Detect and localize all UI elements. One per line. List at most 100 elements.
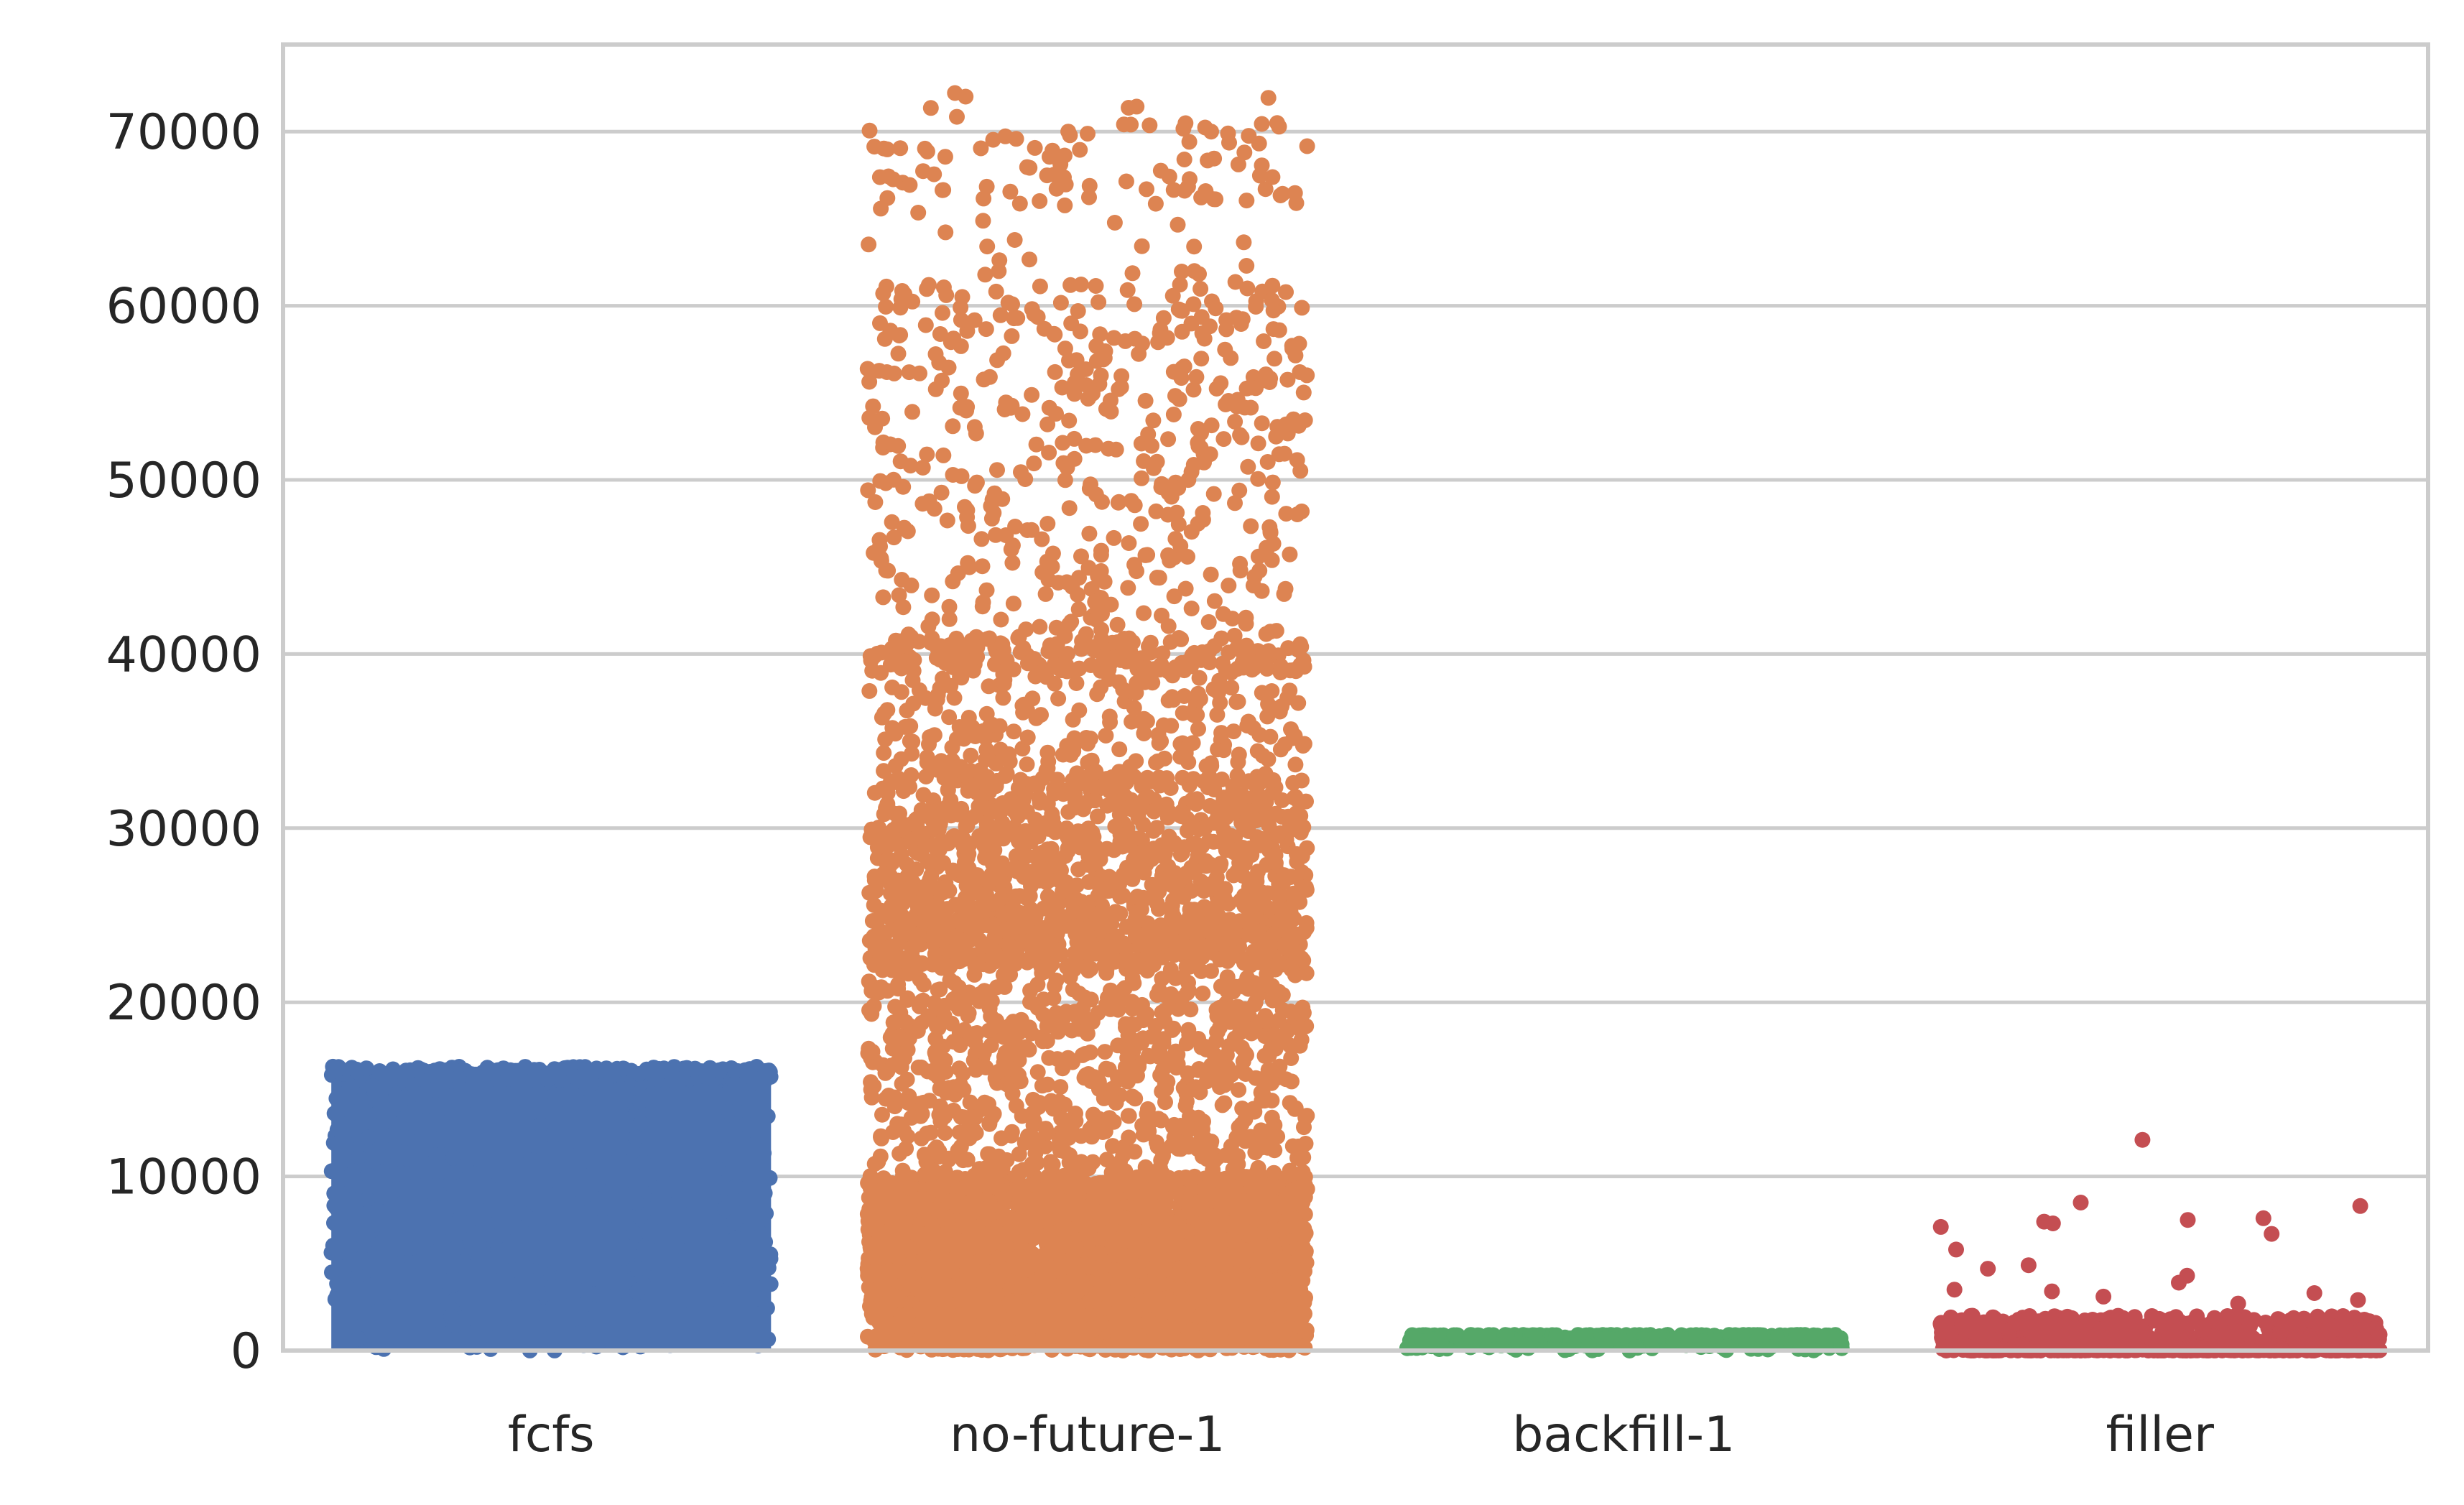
point-fcfs <box>727 1062 744 1079</box>
point-no-future-1 <box>937 1125 953 1142</box>
point-fcfs <box>402 1062 419 1078</box>
point-fcfs <box>326 1105 343 1121</box>
point-no-future-1 <box>1205 1244 1222 1260</box>
point-no-future-1 <box>955 1180 971 1197</box>
point-fcfs <box>347 1213 363 1230</box>
point-no-future-1 <box>1282 1095 1298 1111</box>
point-no-future-1 <box>924 1307 940 1324</box>
point-fcfs <box>506 1071 522 1088</box>
point-fcfs <box>406 1294 422 1310</box>
point-fcfs <box>550 1238 567 1254</box>
point-no-future-1 <box>1117 1210 1133 1227</box>
point-no-future-1 <box>1029 1278 1046 1295</box>
point-no-future-1 <box>1111 1246 1127 1263</box>
point-no-future-1 <box>1044 1297 1060 1313</box>
point-no-future-1 <box>988 979 1005 996</box>
point-fcfs <box>707 1210 723 1227</box>
point-fcfs <box>395 1166 412 1182</box>
point-fcfs <box>721 1103 737 1120</box>
point-no-future-1 <box>1041 1011 1057 1028</box>
point-fcfs <box>674 1252 690 1269</box>
point-no-future-1 <box>864 1044 881 1060</box>
point-fcfs <box>442 1175 458 1192</box>
point-no-future-1 <box>951 1060 968 1077</box>
point-fcfs <box>541 1330 557 1347</box>
point-fcfs <box>728 1119 744 1135</box>
point-no-future-1 <box>863 1006 880 1022</box>
point-fcfs <box>651 1185 667 1201</box>
point-no-future-1 <box>1183 1121 1199 1137</box>
point-no-future-1 <box>921 1093 937 1109</box>
point-fcfs <box>384 1317 399 1333</box>
point-fcfs <box>425 1294 441 1310</box>
point-no-future-1 <box>1202 1306 1218 1323</box>
point-fcfs <box>662 1277 679 1293</box>
point-no-future-1 <box>1262 1041 1279 1057</box>
point-no-future-1 <box>947 1236 963 1253</box>
point-no-future-1 <box>1136 1008 1153 1024</box>
point-no-future-1 <box>1264 1075 1280 1091</box>
point-fcfs <box>356 1230 372 1246</box>
point-no-future-1 <box>1231 1082 1247 1098</box>
point-no-future-1 <box>1057 1296 1073 1312</box>
point-no-future-1 <box>899 1094 916 1111</box>
point-fcfs <box>736 1090 753 1106</box>
point-fcfs <box>618 1091 634 1108</box>
point-no-future-1 <box>1190 1254 1207 1270</box>
point-no-future-1 <box>1034 1078 1050 1094</box>
point-no-future-1 <box>1170 1047 1186 1062</box>
point-no-future-1 <box>1135 1277 1152 1294</box>
point-no-future-1 <box>1290 1306 1307 1323</box>
point-no-future-1 <box>1266 1236 1282 1252</box>
point-no-future-1 <box>1014 1277 1031 1293</box>
point-fcfs <box>630 1261 646 1277</box>
point-fcfs <box>662 1143 679 1159</box>
point-no-future-1 <box>999 1208 1015 1225</box>
point-no-future-1 <box>1139 1242 1154 1259</box>
point-no-future-1 <box>1275 1279 1292 1296</box>
point-no-future-1 <box>981 1096 996 1112</box>
point-no-future-1 <box>1246 1252 1262 1269</box>
point-no-future-1 <box>961 1130 978 1147</box>
point-no-future-1 <box>953 1077 968 1093</box>
point-fcfs <box>632 1209 648 1226</box>
point-fcfs <box>583 1154 599 1170</box>
point-fcfs <box>664 1086 680 1103</box>
point-no-future-1 <box>1261 1192 1278 1208</box>
point-fcfs <box>371 1097 388 1113</box>
point-no-future-1 <box>915 976 932 993</box>
point-no-future-1 <box>1098 996 1115 1013</box>
point-fcfs <box>329 1276 346 1292</box>
point-no-future-1 <box>1294 999 1311 1016</box>
point-fcfs <box>395 1144 412 1161</box>
point-no-future-1 <box>1044 1159 1060 1175</box>
point-fcfs <box>514 1278 530 1295</box>
point-fcfs <box>499 1176 516 1192</box>
point-no-future-1 <box>1052 1132 1068 1149</box>
point-no-future-1 <box>1017 1189 1033 1205</box>
point-no-future-1 <box>1243 1289 1259 1305</box>
point-no-future-1 <box>1121 1129 1137 1146</box>
point-fcfs <box>517 1081 533 1098</box>
point-no-future-1 <box>1242 1193 1259 1209</box>
point-no-future-1 <box>1279 1024 1295 1040</box>
point-no-future-1 <box>888 1244 904 1260</box>
point-no-future-1 <box>999 1238 1015 1255</box>
point-fcfs <box>433 1132 450 1149</box>
point-no-future-1 <box>1269 1061 1284 1078</box>
point-no-future-1 <box>1136 1126 1152 1142</box>
point-no-future-1 <box>1036 1262 1052 1279</box>
point-fcfs <box>728 1230 744 1246</box>
point-no-future-1 <box>1155 1061 1171 1078</box>
point-no-future-1 <box>1078 1205 1094 1222</box>
point-fcfs <box>667 1182 684 1198</box>
point-fcfs <box>647 1322 663 1338</box>
point-fcfs <box>496 1195 513 1211</box>
point-fcfs <box>491 1257 506 1274</box>
point-no-future-1 <box>920 1167 936 1183</box>
point-no-future-1 <box>1263 1209 1279 1226</box>
point-no-future-1 <box>1029 1133 1046 1149</box>
point-no-future-1 <box>1179 1193 1195 1210</box>
point-no-future-1 <box>1151 1179 1167 1195</box>
